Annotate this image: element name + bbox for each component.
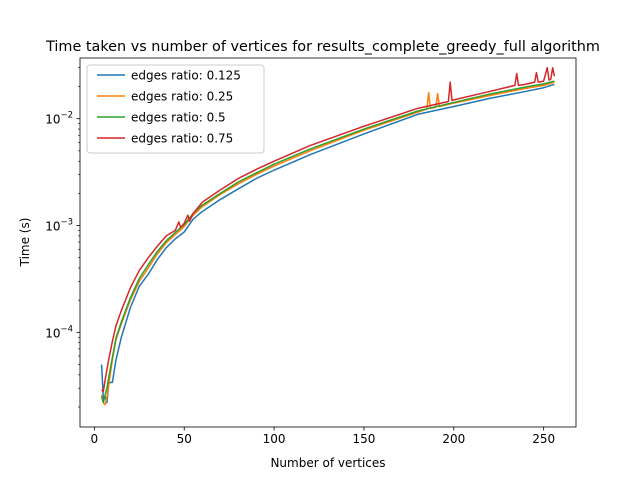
legend: edges ratio: 0.125 edges ratio: 0.25 edges…: [86, 64, 265, 154]
x-axis-label: Number of vertices: [270, 456, 385, 470]
y-tick-label: 10−3: [45, 218, 73, 234]
series-line-4: [101, 66, 556, 393]
x-tick-label: 100: [263, 432, 286, 446]
legend-label-2: edges ratio: 0.25: [131, 90, 233, 104]
legend-label-1: edges ratio: 0.125: [131, 69, 241, 83]
plot-area: [79, 57, 577, 428]
legend-label-4: edges ratio: 0.75: [131, 132, 233, 146]
x-axis-ticks: 0 50 100 150 200 250: [91, 427, 555, 446]
legend-label-3: edges ratio: 0.5: [131, 111, 226, 125]
legend-box: [86, 64, 265, 154]
chart-title: Time taken vs number of vertices for res…: [45, 39, 600, 55]
x-tick-label: 0: [91, 432, 99, 446]
series-line-1: [100, 83, 555, 404]
y-tick-label: 10−2: [45, 111, 73, 127]
y-axis-ticks: 10−4 10−3 10−2: [45, 67, 80, 408]
x-tick-label: 50: [177, 432, 192, 446]
x-tick-label: 200: [442, 432, 465, 446]
series-layer: [100, 66, 556, 406]
axes-frame: [79, 57, 577, 428]
y-axis-label: Time (s): [18, 218, 32, 268]
y-tick-label: 10−4: [45, 324, 73, 340]
series-line-3: [100, 80, 555, 404]
x-tick-label: 250: [532, 432, 555, 446]
x-tick-label: 150: [352, 432, 375, 446]
